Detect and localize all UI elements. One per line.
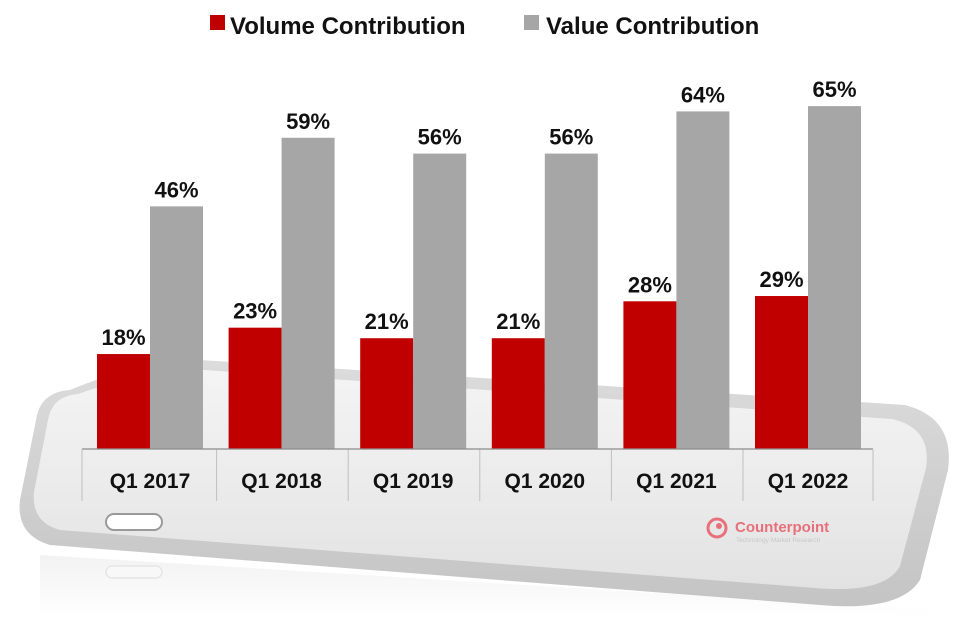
bar-value-2 (413, 153, 467, 449)
bar-volume-3 (491, 338, 545, 449)
brand-logo: Counterpoint Technology Market Research (706, 517, 829, 544)
x-tick-label-5: Q1 2022 (768, 470, 849, 493)
x-tick-label-3: Q1 2020 (505, 470, 586, 493)
bar-value-5 (808, 106, 861, 449)
bar-value-3 (544, 153, 598, 449)
data-label-value-1: 59% (286, 109, 330, 134)
legend-label-volume: Volume Contribution (230, 13, 466, 40)
phone-home-button (105, 513, 163, 531)
plot-area: 18% 46% Q1 2017 23% 59% Q1 2018 21% 56% Q1 2019 2… (81, 77, 874, 501)
x-tick-label-4: Q1 2021 (636, 470, 717, 493)
legend-swatch-value (524, 15, 539, 30)
bar-volume-0 (97, 354, 150, 449)
phone-home-button-reflection (105, 565, 163, 579)
brand-name: Counterpoint (735, 519, 829, 536)
counterpoint-logo-icon (706, 517, 728, 539)
data-label-value-2: 56% (418, 125, 462, 150)
x-tick-label-0: Q1 2017 (110, 470, 191, 493)
phone-reflection (40, 555, 930, 618)
data-label-volume-2: 21% (365, 309, 409, 334)
legend-swatch-volume (210, 15, 225, 30)
data-label-volume-4: 28% (628, 272, 672, 297)
bar-value-1 (281, 137, 335, 449)
data-label-value-0: 46% (154, 177, 198, 202)
data-label-volume-1: 23% (233, 299, 277, 324)
bar-volume-5 (755, 296, 808, 449)
brand-tagline: Technology Market Research (736, 537, 821, 544)
x-tick-label-1: Q1 2018 (241, 470, 322, 493)
data-label-volume-3: 21% (496, 309, 540, 334)
data-label-value-4: 64% (681, 82, 725, 107)
bar-value-0 (150, 206, 203, 449)
bar-volume-1 (228, 327, 282, 449)
bar-volume-4 (623, 301, 677, 449)
data-label-volume-5: 29% (759, 267, 803, 292)
data-label-value-5: 65% (812, 77, 856, 102)
legend: Volume Contribution Value Contribution (210, 13, 759, 40)
bar-volume-2 (360, 338, 414, 449)
legend-label-value: Value Contribution (546, 13, 759, 40)
x-tick-label-2: Q1 2019 (373, 470, 454, 493)
data-label-value-3: 56% (549, 125, 593, 150)
bar-value-4 (676, 111, 730, 450)
data-label-volume-0: 18% (101, 325, 145, 350)
